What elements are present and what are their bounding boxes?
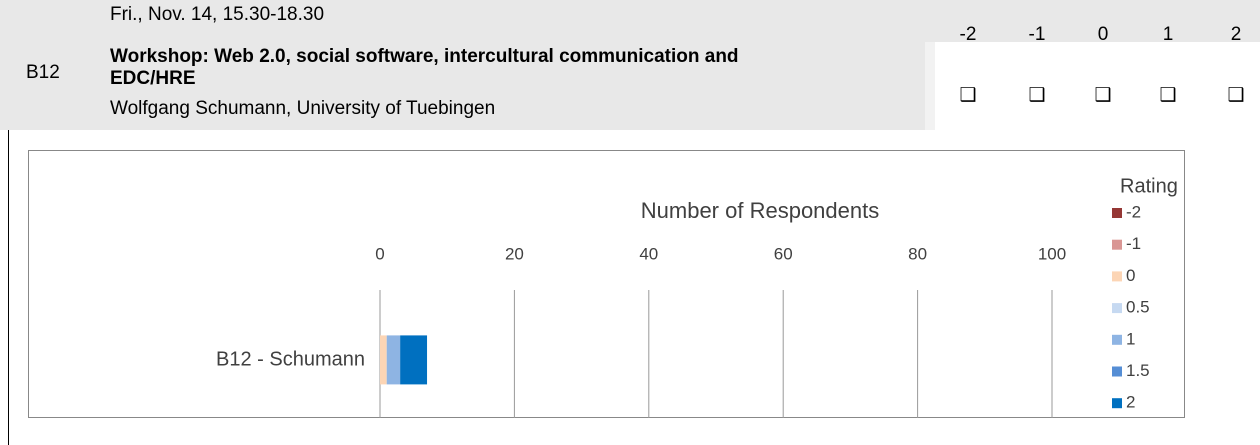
y-tick-label: B12 - Schumann: [216, 349, 365, 371]
x-tick-label: 0: [375, 244, 384, 263]
session-title: Workshop: Web 2.0, social software, inte…: [110, 46, 739, 89]
legend-label: -2: [1126, 202, 1141, 221]
bar-segment: [400, 335, 428, 385]
legend-swatch: [1112, 334, 1122, 345]
chart-frame: [28, 150, 1185, 418]
bar-segment: [380, 335, 387, 385]
session-speaker: Wolfgang Schumann, University of Tuebing…: [110, 98, 496, 119]
cell-divider: [925, 42, 935, 130]
legend-swatch: [1112, 398, 1122, 409]
x-tick-label: 60: [774, 244, 793, 263]
scale-label: 2: [1230, 24, 1242, 45]
legend-label: 1: [1126, 329, 1135, 348]
legend-swatch: [1112, 239, 1122, 250]
session-date: Fri., Nov. 14, 15.30-18.30: [110, 4, 325, 25]
scale-label: 0: [1097, 24, 1109, 45]
x-tick-label: 100: [1038, 244, 1066, 263]
border-line: [8, 130, 9, 445]
checkbox: ❑: [1094, 85, 1112, 106]
legend-label: 2: [1126, 393, 1135, 412]
legend-swatch: [1112, 303, 1122, 314]
legend-swatch: [1112, 366, 1122, 377]
legend-swatch: [1112, 271, 1122, 282]
checkbox: ❑: [959, 85, 977, 106]
checkbox: ❑: [1227, 85, 1245, 106]
legend-swatch: [1112, 208, 1122, 218]
legend-label: -1: [1126, 234, 1141, 253]
legend-label: 0.5: [1126, 298, 1150, 317]
x-tick-label: 80: [908, 244, 927, 263]
chart: Number of Respondents Rating 0 20 40 60 80 10…: [28, 150, 1185, 418]
scale-label: 1: [1162, 24, 1174, 45]
legend-label: 0: [1126, 266, 1135, 285]
legend-title: Rating: [1120, 175, 1178, 197]
x-tick-label: 40: [639, 244, 658, 263]
legend-label: 1.5: [1126, 361, 1150, 380]
chart-title: Number of Respondents: [641, 198, 879, 223]
checkbox: ❑: [1159, 85, 1177, 106]
rating-cell: [935, 42, 1260, 130]
bar-segment: [386, 335, 401, 385]
scale-label: -2: [959, 24, 977, 45]
checkbox: ❑: [1028, 85, 1046, 106]
x-tick-label: 20: [505, 244, 524, 263]
session-code: B12: [26, 62, 60, 83]
scale-label: -1: [1028, 24, 1046, 45]
